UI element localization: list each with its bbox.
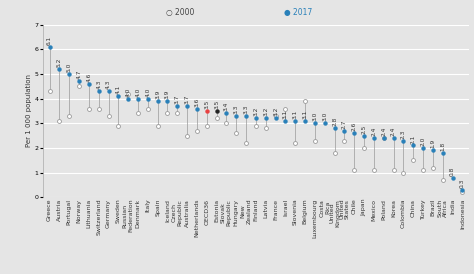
Text: 5.2: 5.2 — [57, 58, 62, 67]
Text: 4.6: 4.6 — [86, 73, 91, 82]
Text: 3.2: 3.2 — [273, 107, 278, 116]
Text: ● 2017: ● 2017 — [284, 8, 313, 17]
Text: 6.1: 6.1 — [47, 36, 52, 45]
Text: 4.1: 4.1 — [116, 85, 121, 94]
Text: 0.8: 0.8 — [450, 166, 455, 176]
Text: 3.9: 3.9 — [165, 90, 170, 99]
Text: 3.1: 3.1 — [293, 110, 298, 119]
Text: 3.9: 3.9 — [155, 90, 160, 99]
Text: 3.4: 3.4 — [224, 102, 229, 112]
Text: 2.5: 2.5 — [362, 124, 366, 134]
Text: 2.7: 2.7 — [342, 119, 347, 129]
Text: 2.1: 2.1 — [411, 134, 416, 144]
Text: 1.9: 1.9 — [430, 139, 436, 149]
Text: 3.1: 3.1 — [302, 110, 308, 119]
Text: 0.3: 0.3 — [460, 179, 465, 188]
Text: 3.7: 3.7 — [185, 95, 190, 104]
Text: 2.6: 2.6 — [352, 122, 357, 131]
Text: 3.7: 3.7 — [175, 95, 180, 104]
Text: 3.1: 3.1 — [283, 110, 288, 119]
Text: 3.0: 3.0 — [322, 112, 327, 121]
Text: ○ 2000: ○ 2000 — [166, 8, 194, 17]
Text: 4.3: 4.3 — [106, 80, 111, 89]
Text: 3.0: 3.0 — [312, 112, 318, 121]
Text: 1.8: 1.8 — [440, 142, 445, 151]
Text: 4.3: 4.3 — [96, 80, 101, 89]
Text: 2.4: 2.4 — [391, 127, 396, 136]
Text: 4.7: 4.7 — [76, 70, 82, 79]
Text: 3.6: 3.6 — [194, 97, 200, 107]
Text: 3.5: 3.5 — [204, 100, 210, 109]
Text: 4.0: 4.0 — [126, 87, 131, 97]
Text: 4.0: 4.0 — [146, 87, 150, 97]
Text: 2.8: 2.8 — [332, 117, 337, 126]
Text: 5.0: 5.0 — [67, 63, 72, 72]
Text: 4.0: 4.0 — [136, 87, 140, 97]
Text: 2.0: 2.0 — [420, 137, 426, 146]
Text: 3.2: 3.2 — [263, 107, 268, 116]
Y-axis label: Per 1 000 population: Per 1 000 population — [26, 75, 32, 147]
Text: 3.3: 3.3 — [244, 105, 249, 114]
Text: 2.4: 2.4 — [372, 127, 376, 136]
Text: 3.2: 3.2 — [254, 107, 258, 116]
Text: 3.5: 3.5 — [214, 100, 219, 109]
Text: 2.3: 2.3 — [401, 129, 406, 139]
Text: 2.4: 2.4 — [381, 127, 386, 136]
Text: 3.3: 3.3 — [234, 105, 239, 114]
